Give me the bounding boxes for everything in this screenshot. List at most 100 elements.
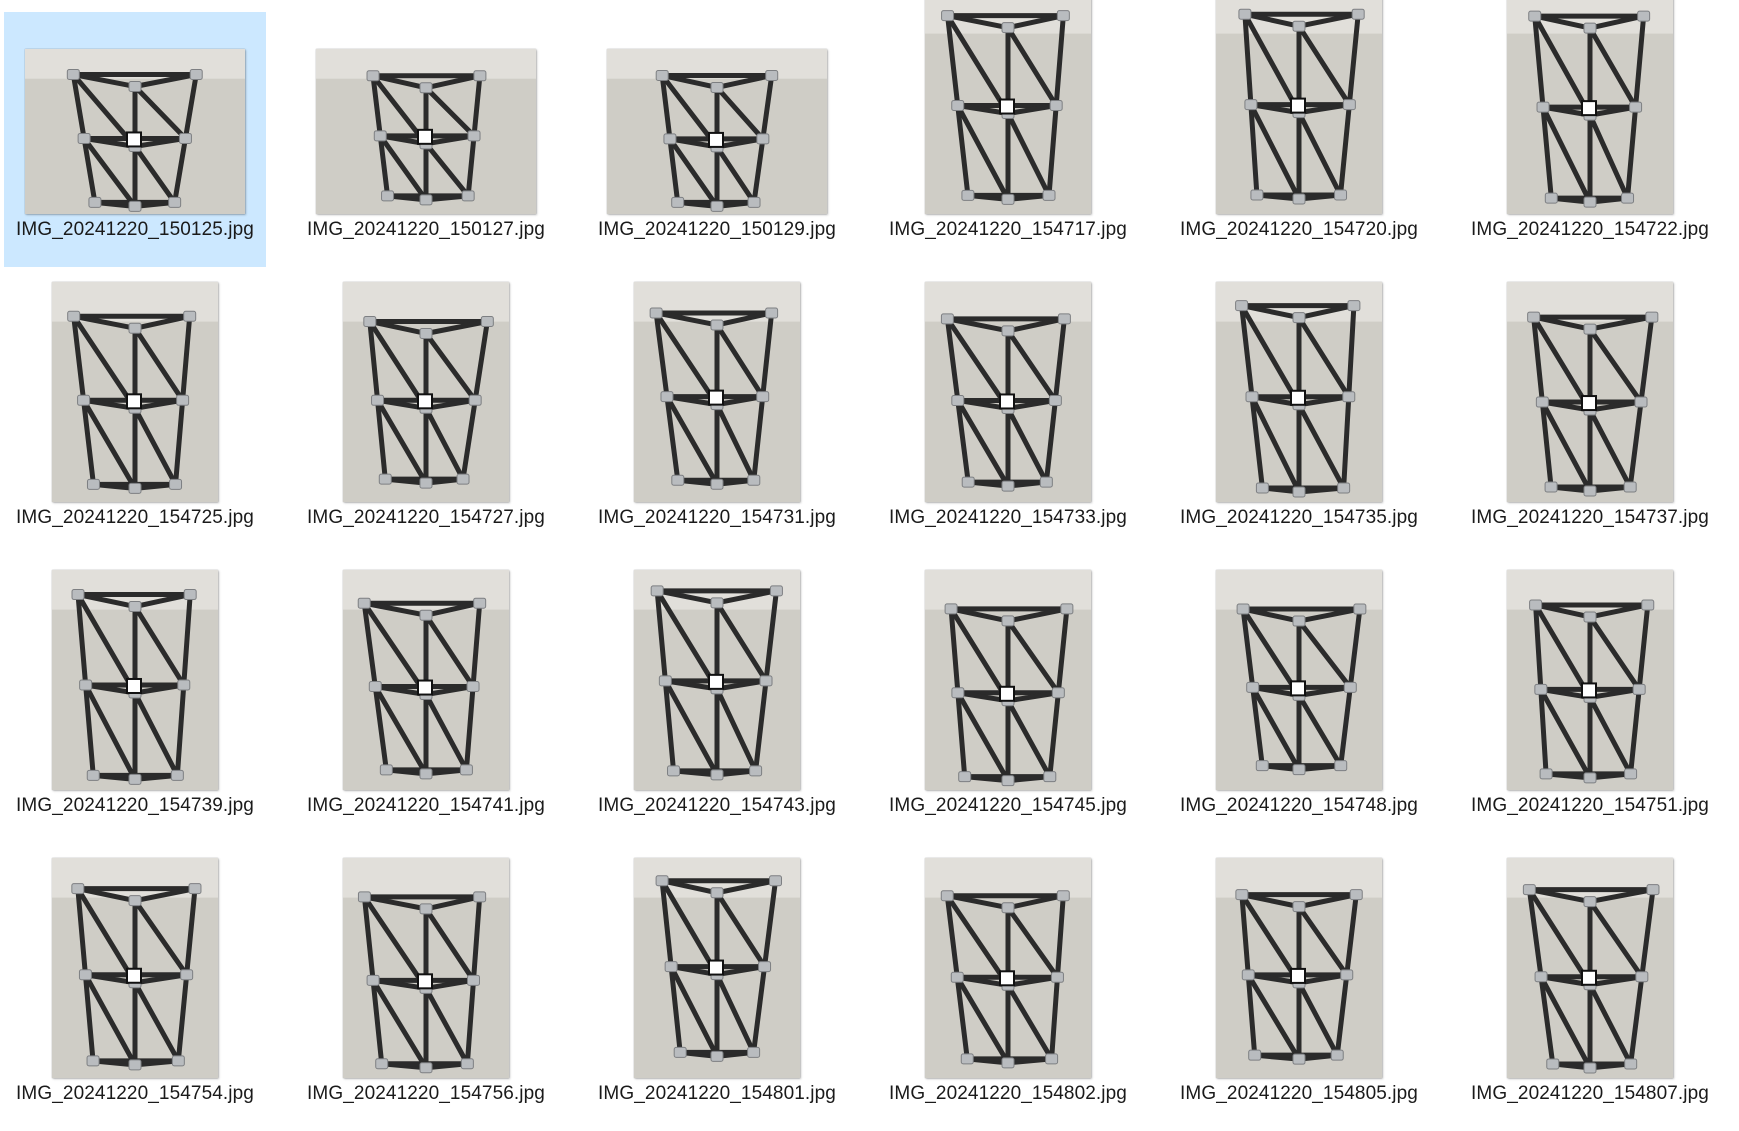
file-item[interactable]: IMG_20241220_154743.jpg: [586, 570, 848, 843]
frame-structure-photo: [52, 570, 218, 790]
file-item[interactable]: IMG_20241220_154735.jpg: [1168, 282, 1430, 555]
frame-structure-photo: [925, 282, 1091, 502]
file-item[interactable]: IMG_20241220_150129.jpg: [586, 12, 848, 267]
file-name-label: IMG_20241220_154739.jpg: [16, 795, 254, 816]
image-thumbnail[interactable]: [1216, 282, 1382, 502]
thumbnail-frame: [1168, 858, 1430, 1078]
file-name-label: IMG_20241220_154720.jpg: [1180, 219, 1418, 240]
image-thumbnail[interactable]: [316, 49, 536, 214]
thumbnail-frame: [4, 282, 266, 502]
file-item[interactable]: IMG_20241220_154737.jpg: [1459, 282, 1721, 555]
file-name-label: IMG_20241220_154727.jpg: [307, 507, 545, 528]
image-thumbnail[interactable]: [925, 858, 1091, 1078]
file-item[interactable]: IMG_20241220_154722.jpg: [1459, 0, 1721, 267]
image-thumbnail[interactable]: [343, 282, 509, 502]
frame-structure-photo: [316, 49, 536, 214]
thumbnail-frame: [586, 570, 848, 790]
file-name-label: IMG_20241220_150129.jpg: [598, 219, 836, 240]
frame-structure-photo: [1216, 0, 1382, 214]
file-name-label: IMG_20241220_154802.jpg: [889, 1083, 1127, 1104]
file-name-label: IMG_20241220_154717.jpg: [889, 219, 1127, 240]
thumbnail-frame: [877, 0, 1139, 214]
frame-structure-photo: [1507, 858, 1673, 1078]
thumbnail-frame: [295, 282, 557, 502]
thumbnail-frame: [1168, 282, 1430, 502]
file-name-label: IMG_20241220_154748.jpg: [1180, 795, 1418, 816]
image-thumbnail[interactable]: [1216, 0, 1382, 214]
file-item[interactable]: IMG_20241220_154805.jpg: [1168, 858, 1430, 1131]
file-thumbnail-grid: IMG_20241220_150125.jpg IMG_20241220_1501…: [4, 0, 1721, 1104]
image-thumbnail[interactable]: [1216, 858, 1382, 1078]
thumbnail-frame: [877, 858, 1139, 1078]
image-thumbnail[interactable]: [25, 49, 245, 214]
image-thumbnail[interactable]: [634, 570, 800, 790]
image-thumbnail[interactable]: [1507, 0, 1673, 214]
frame-structure-photo: [1216, 282, 1382, 502]
file-item[interactable]: IMG_20241220_154725.jpg: [4, 282, 266, 555]
file-item[interactable]: IMG_20241220_154745.jpg: [877, 570, 1139, 843]
frame-structure-photo: [925, 570, 1091, 790]
frame-structure-photo: [343, 282, 509, 502]
frame-structure-photo: [25, 49, 245, 214]
file-name-label: IMG_20241220_150125.jpg: [16, 219, 254, 240]
file-name-label: IMG_20241220_154756.jpg: [307, 1083, 545, 1104]
image-thumbnail[interactable]: [343, 858, 509, 1078]
file-item[interactable]: IMG_20241220_154807.jpg: [1459, 858, 1721, 1131]
image-thumbnail[interactable]: [634, 858, 800, 1078]
frame-structure-photo: [52, 858, 218, 1078]
file-name-label: IMG_20241220_154807.jpg: [1471, 1083, 1709, 1104]
image-thumbnail[interactable]: [1507, 858, 1673, 1078]
thumbnail-frame: [586, 12, 848, 214]
frame-structure-photo: [1507, 282, 1673, 502]
image-thumbnail[interactable]: [634, 282, 800, 502]
file-item[interactable]: IMG_20241220_154748.jpg: [1168, 570, 1430, 843]
image-thumbnail[interactable]: [607, 49, 827, 214]
file-item[interactable]: IMG_20241220_154802.jpg: [877, 858, 1139, 1131]
file-name-label: IMG_20241220_154733.jpg: [889, 507, 1127, 528]
image-thumbnail[interactable]: [1507, 282, 1673, 502]
thumbnail-frame: [877, 282, 1139, 502]
file-name-label: IMG_20241220_154722.jpg: [1471, 219, 1709, 240]
image-thumbnail[interactable]: [1216, 570, 1382, 790]
file-item[interactable]: IMG_20241220_154733.jpg: [877, 282, 1139, 555]
frame-structure-photo: [634, 570, 800, 790]
image-thumbnail[interactable]: [52, 858, 218, 1078]
file-item[interactable]: IMG_20241220_154741.jpg: [295, 570, 557, 843]
file-item[interactable]: IMG_20241220_150127.jpg: [295, 12, 557, 267]
thumbnail-frame: [4, 858, 266, 1078]
thumbnail-frame: [4, 12, 266, 214]
thumbnail-frame: [1459, 0, 1721, 214]
thumbnail-frame: [1459, 858, 1721, 1078]
file-item[interactable]: IMG_20241220_154739.jpg: [4, 570, 266, 843]
file-item[interactable]: IMG_20241220_154720.jpg: [1168, 0, 1430, 267]
image-thumbnail[interactable]: [52, 282, 218, 502]
frame-structure-photo: [634, 858, 800, 1078]
file-item[interactable]: IMG_20241220_154801.jpg: [586, 858, 848, 1131]
frame-structure-photo: [343, 570, 509, 790]
thumbnail-frame: [1459, 282, 1721, 502]
file-item[interactable]: IMG_20241220_150125.jpg: [4, 12, 266, 267]
frame-structure-photo: [607, 49, 827, 214]
file-item[interactable]: IMG_20241220_154727.jpg: [295, 282, 557, 555]
image-thumbnail[interactable]: [343, 570, 509, 790]
file-name-label: IMG_20241220_150127.jpg: [307, 219, 545, 240]
image-thumbnail[interactable]: [925, 282, 1091, 502]
frame-structure-photo: [343, 858, 509, 1078]
image-thumbnail[interactable]: [1507, 570, 1673, 790]
file-item[interactable]: IMG_20241220_154717.jpg: [877, 0, 1139, 267]
file-name-label: IMG_20241220_154745.jpg: [889, 795, 1127, 816]
file-name-label: IMG_20241220_154754.jpg: [16, 1083, 254, 1104]
file-name-label: IMG_20241220_154725.jpg: [16, 507, 254, 528]
file-item[interactable]: IMG_20241220_154751.jpg: [1459, 570, 1721, 843]
thumbnail-frame: [4, 570, 266, 790]
file-item[interactable]: IMG_20241220_154754.jpg: [4, 858, 266, 1131]
image-thumbnail[interactable]: [925, 0, 1091, 214]
image-thumbnail[interactable]: [925, 570, 1091, 790]
file-item[interactable]: IMG_20241220_154756.jpg: [295, 858, 557, 1131]
file-name-label: IMG_20241220_154741.jpg: [307, 795, 545, 816]
file-item[interactable]: IMG_20241220_154731.jpg: [586, 282, 848, 555]
thumbnail-frame: [1459, 570, 1721, 790]
thumbnail-frame: [295, 858, 557, 1078]
frame-structure-photo: [52, 282, 218, 502]
image-thumbnail[interactable]: [52, 570, 218, 790]
